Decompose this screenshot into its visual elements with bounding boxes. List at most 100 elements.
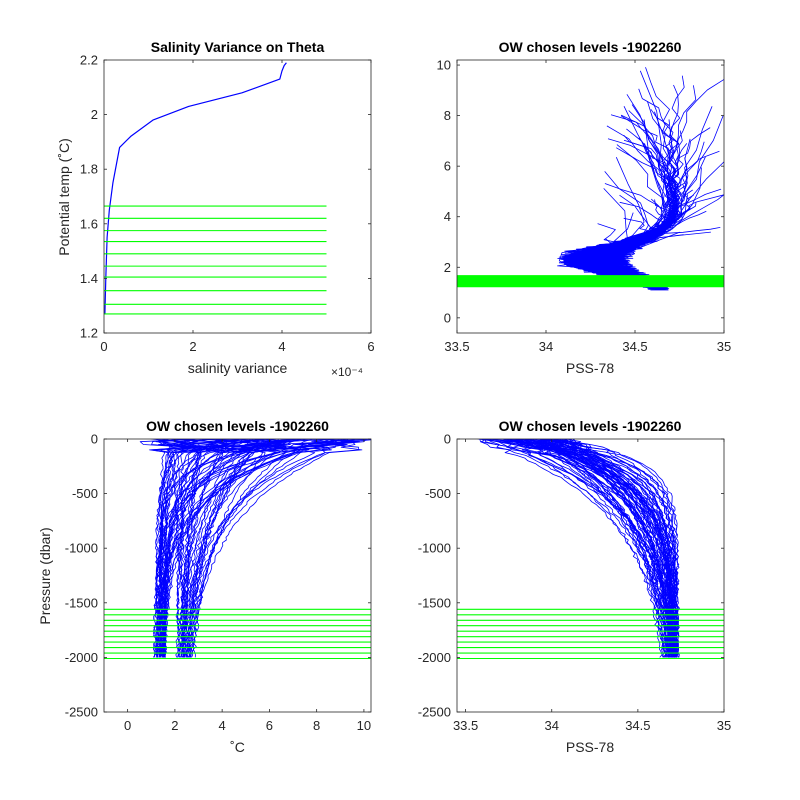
y-tick-label: -2500 [418,705,451,720]
y-tick-label: 0 [444,432,451,447]
temperature-profile [185,439,270,658]
temperature-profile [185,439,284,658]
x-tick-label: 34.5 [622,339,647,354]
y-tick-label: 2.2 [80,53,98,68]
temperature-profile [182,439,261,658]
panel-4-title: OW chosen levels -1902260 [499,418,682,434]
temperature-profile [151,439,192,658]
salinity-profile [565,439,677,658]
temperature-profile [188,439,283,658]
x-tick-label: 2 [171,718,178,733]
salinity-profile [570,439,673,658]
x-tick-label: 10 [357,718,371,733]
y-tick-label: 0 [444,310,451,325]
temperature-profile [191,439,330,658]
temperature-profile [166,439,221,658]
temperature-profile [178,439,255,658]
temperature-profile [190,439,310,658]
plot-area [104,60,371,333]
y-tick-label: -500 [425,486,451,501]
panel-3-xlabel: ˚C [230,739,245,755]
y-tick-label: -1000 [418,541,451,556]
x-tick-label: 33.5 [453,718,478,733]
x-tick-label: 33.5 [444,339,469,354]
y-tick-label: 1.6 [80,216,98,231]
panel-3-title: OW chosen levels -1902260 [146,418,329,434]
data-layer [457,67,724,291]
salinity-profile [533,439,669,658]
axes-box [103,438,372,713]
salinity-profile [479,439,663,658]
panel-2-title: OW chosen levels -1902260 [499,39,682,55]
y-tick-label: -1500 [65,595,98,610]
variance-curve [104,62,287,314]
x-tick-label: 35 [717,339,731,354]
salinity-profile [508,439,678,658]
salinity-profile [553,439,673,658]
temperature-profile [162,439,213,658]
data-layer [104,439,371,660]
x-tick-label: 6 [266,718,273,733]
theta-salinity-profile [582,139,679,251]
y-tick-label: 8 [444,108,451,123]
y-tick-label: 4 [444,209,451,224]
y-tick-label: 2 [91,107,98,122]
y-tick-label: -2500 [65,705,98,720]
theta-salinity-profile [598,114,678,248]
x-tick-label: 35 [717,718,731,733]
plot-area [104,439,371,712]
y-tick-label: -500 [72,486,98,501]
panel-4-xlabel: PSS-78 [566,739,614,755]
theta-salinity-profile [564,227,721,258]
panel-1-ylabel: Potential temp (˚C) [56,138,72,255]
y-tick-label: 6 [444,159,451,174]
x-tick-label: 4 [278,339,285,354]
panel-1-xlabel: salinity variance [188,360,288,376]
x-tick-label: 6 [367,339,374,354]
temperature-profile [155,439,353,658]
y-tick-label: 10 [437,58,451,73]
y-tick-label: 2 [444,260,451,275]
y-tick-label: -2000 [65,650,98,665]
salinity-profile [501,439,670,658]
salinity-profile [507,439,675,658]
x-tick-label: 4 [219,718,226,733]
axes-box [456,59,725,334]
x-tick-label: 34.5 [625,718,650,733]
panel-salinity-theta: OW chosen levels -1902260 PSS-78 33.5 34 3… [437,39,732,376]
panel-1-x-exponent: ×10⁻⁴ [331,365,363,379]
x-tick-label: 0 [100,339,107,354]
temperature-profile [173,439,202,658]
y-tick-label: -2000 [418,650,451,665]
salinity-profile [544,439,679,658]
y-tick-label: 1.2 [80,326,98,341]
temperature-profile [192,439,303,658]
y-tick-label: -1000 [65,541,98,556]
panel-3-ylabel: Pressure (dbar) [37,527,53,624]
y-tick-label: 1.4 [80,271,98,286]
x-tick-label: 2 [189,339,196,354]
panel-salinity-variance: Salinity Variance on Theta salinity vari… [56,39,375,379]
salinity-profile [514,439,670,658]
data-layer [104,62,327,315]
y-tick-label: 0 [91,432,98,447]
panel-1-title: Salinity Variance on Theta [151,39,325,55]
panel-temperature-pressure: OW chosen levels -1902260 ˚C Pressure (d… [37,418,372,755]
panel-2-xlabel: PSS-78 [566,360,614,376]
temperature-profile [150,439,194,658]
y-tick-label: 1.8 [80,162,98,177]
x-tick-label: 34 [539,339,553,354]
x-tick-label: 8 [313,718,320,733]
salinity-profile [539,439,667,658]
y-tick-label: -1500 [418,595,451,610]
x-tick-label: 34 [545,718,559,733]
x-tick-label: 0 [124,718,131,733]
temperature-profile [179,439,274,658]
axes-box [456,438,725,713]
panel-salinity-pressure: OW chosen levels -1902260 PSS-78 33.5 34 3… [418,418,731,755]
temperature-profile [159,439,194,658]
salinity-profile [562,439,674,658]
temperature-profile [163,439,231,658]
temperature-profile [186,439,293,658]
